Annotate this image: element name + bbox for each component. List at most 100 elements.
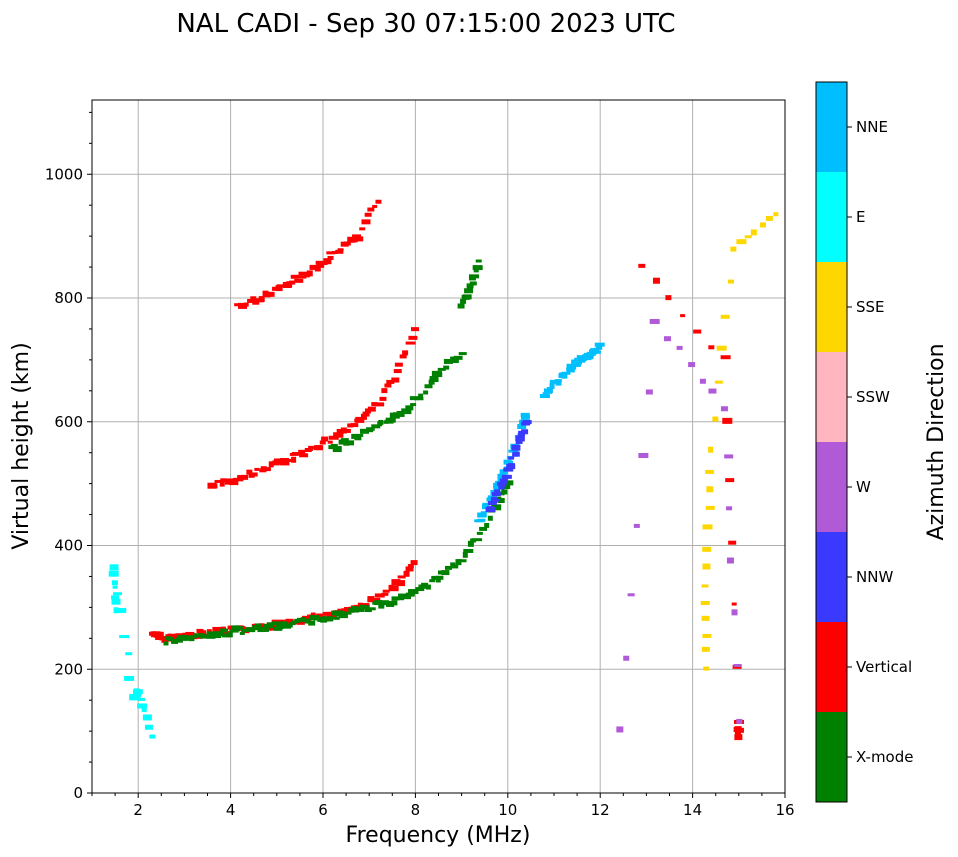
echo-point — [308, 620, 316, 626]
echo-point — [111, 595, 120, 600]
colorbar-label: NNE — [856, 118, 888, 136]
echo-point — [285, 618, 294, 623]
echo-point — [159, 636, 168, 641]
echo-point — [645, 389, 653, 395]
echo-point — [705, 505, 715, 510]
echo-point — [616, 726, 624, 733]
colorbar-label: SSE — [856, 298, 885, 316]
echo-point — [286, 281, 293, 288]
echo-point — [112, 592, 122, 596]
echo-point — [491, 504, 502, 511]
echo-point — [403, 409, 412, 415]
echo-point — [290, 274, 299, 279]
echo-point — [266, 622, 274, 629]
colorbar-label: NNW — [856, 568, 893, 586]
echo-point — [354, 236, 364, 242]
echo-point — [360, 413, 367, 420]
echo-point — [468, 276, 476, 281]
echo-point — [460, 298, 467, 304]
echo-point — [355, 607, 365, 612]
echo-point — [238, 302, 248, 309]
echo-point — [364, 212, 372, 217]
echo-point — [391, 596, 400, 601]
echo-point — [137, 697, 146, 701]
echo-point — [479, 526, 488, 531]
echo-point — [705, 469, 715, 474]
echo-point — [451, 358, 459, 364]
echo-point — [386, 600, 395, 607]
echo-point — [246, 627, 256, 633]
echo-point — [368, 427, 375, 431]
x-axis: 2 4 6 8 10 12 14 16 — [91, 793, 795, 819]
echo-point — [507, 463, 515, 469]
echo-point — [291, 456, 297, 463]
echo-point — [347, 423, 354, 428]
echo-point — [688, 362, 696, 368]
echo-point — [250, 472, 258, 477]
echo-point — [456, 559, 467, 563]
echo-point — [520, 412, 530, 417]
echo-point — [457, 303, 465, 309]
echo-point — [397, 575, 406, 579]
echo-point — [187, 635, 197, 639]
echo-point — [271, 621, 279, 626]
colorbar-segment — [816, 532, 847, 622]
echo-point — [111, 598, 121, 605]
echo-point — [229, 479, 239, 486]
echo-point — [649, 318, 660, 324]
echo-point — [343, 440, 350, 446]
echo-point — [372, 597, 381, 601]
echo-point — [381, 388, 388, 394]
echo-point — [386, 379, 395, 384]
echo-point — [408, 589, 418, 594]
colorbar-segment — [816, 622, 847, 712]
echo-point — [367, 596, 375, 603]
echo-point — [623, 655, 630, 661]
echo-point — [407, 564, 414, 569]
echo-point — [517, 424, 527, 430]
echo-point — [463, 548, 474, 553]
echo-point — [241, 628, 250, 632]
echo-point — [323, 258, 332, 265]
x-tick-label: 8 — [411, 801, 421, 819]
grid-lines — [92, 100, 785, 793]
echo-point — [503, 459, 512, 465]
echo-point — [498, 486, 505, 490]
echo-point — [733, 663, 742, 667]
echo-trace — [700, 212, 779, 671]
echo-point — [300, 617, 306, 623]
y-axis-label: Virtual height (km) — [9, 342, 34, 549]
echo-point — [119, 635, 130, 639]
echo-point — [362, 411, 370, 417]
echo-point — [735, 731, 742, 736]
echo-point — [413, 589, 419, 595]
echo-point — [321, 436, 329, 442]
echo-point — [453, 355, 463, 360]
echo-point — [322, 611, 330, 616]
chart-title: NAL CADI - Sep 30 07:15:00 2023 UTC — [176, 9, 675, 39]
echo-point — [391, 600, 398, 606]
echo-point — [451, 564, 459, 569]
echo-point — [708, 388, 717, 394]
echo-point — [477, 518, 486, 522]
echo-point — [469, 281, 477, 286]
echo-trace — [328, 352, 467, 453]
echo-point — [473, 269, 479, 273]
echo-point — [164, 636, 171, 641]
colorbar-label: E — [856, 208, 865, 226]
echo-point — [515, 439, 523, 444]
echo-point — [397, 580, 406, 587]
echo-point — [572, 362, 581, 367]
echo-point — [381, 592, 389, 596]
echo-point — [149, 734, 156, 739]
echo-point — [499, 478, 508, 484]
echo-point — [720, 355, 731, 360]
echo-point — [213, 633, 222, 639]
echo-point — [423, 390, 429, 395]
echo-point — [343, 428, 351, 433]
echo-point — [220, 626, 226, 630]
echo-point — [273, 458, 284, 465]
echo-point — [702, 546, 712, 552]
echo-point — [734, 727, 740, 734]
